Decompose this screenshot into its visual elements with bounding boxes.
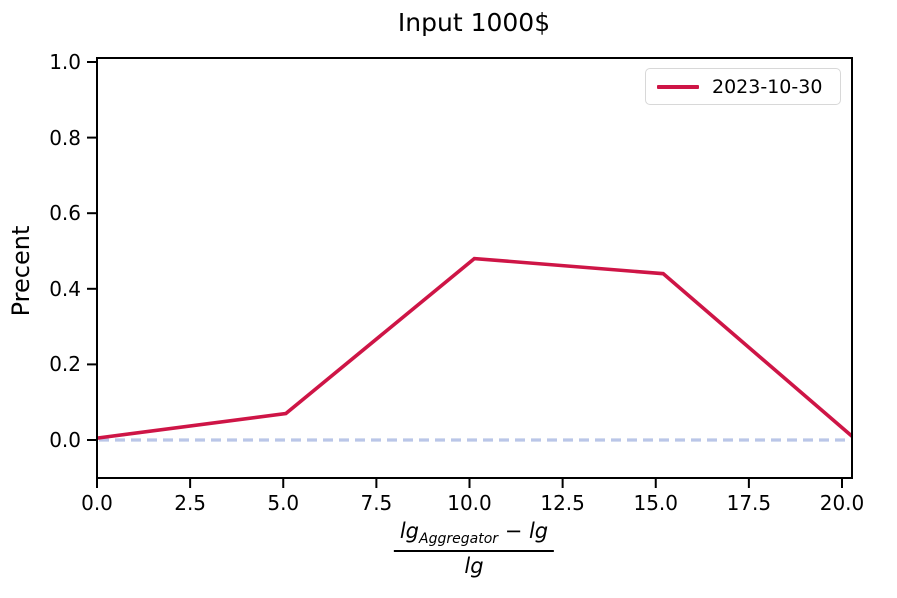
x-tick-label: 0.0 [81,491,113,515]
y-tick-label: 0.0 [49,428,81,452]
legend: 2023-10-30 [645,68,841,105]
x-tick-label: 2.5 [174,491,207,515]
x-tick-label: 7.5 [360,491,393,515]
series-line [96,256,854,440]
y-axis-label: Precent [7,225,35,317]
x-tick-label: 20.0 [819,491,865,515]
y-tick-label: 0.4 [49,276,81,301]
x-axis-label-denominator: lg [464,553,484,578]
y-tick-label: 0.6 [49,201,81,226]
axes-spines [96,57,853,479]
legend-line-sample [657,84,699,89]
y-tick-label: 0.2 [49,352,81,377]
x-tick-label: 10.0 [447,491,492,515]
x-axis-label-numerator: lgAggregator − lg [399,519,549,548]
fraction-bar [393,549,555,552]
chart-title: Input 1000$ [397,8,551,37]
y-tick-label: 0.8 [49,125,81,150]
x-tick-label: 15.0 [633,491,679,515]
x-tick-label: 17.5 [726,491,772,515]
legend-entry-label: 2023-10-30 [712,75,823,98]
x-tick-label: 5.0 [267,491,300,515]
x-axis-label: lgAggregator − lg lg [393,519,555,579]
y-tick-label: 1.0 [49,50,81,74]
x-tick-label: 12.5 [540,491,585,515]
